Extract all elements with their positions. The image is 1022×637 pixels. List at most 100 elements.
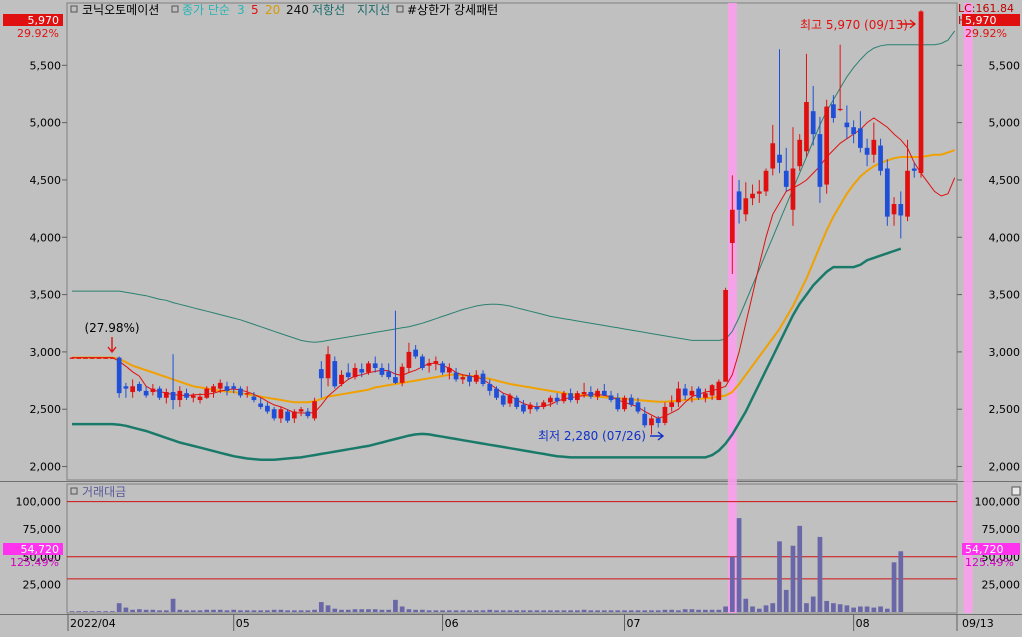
candle-body <box>548 397 553 403</box>
candle <box>810 85 816 146</box>
candle-body <box>332 361 338 387</box>
candle-body <box>487 384 493 391</box>
volume-reference-lines <box>67 501 957 580</box>
candle <box>379 363 385 378</box>
volume-bar <box>305 610 311 612</box>
volume-bar <box>366 609 371 612</box>
candle-body <box>635 402 641 412</box>
pattern-box-icon[interactable] <box>396 5 404 13</box>
volume-bar <box>345 609 351 612</box>
candle-body <box>844 122 850 128</box>
limit-up-highlight-0 <box>727 3 737 613</box>
candle-body <box>204 388 210 398</box>
candle <box>372 356 378 373</box>
first-limit-annotation: (27.98%) <box>84 321 139 335</box>
volume-bar <box>406 609 412 612</box>
candle-body <box>905 170 910 217</box>
candle-body <box>359 369 365 373</box>
volume-bar <box>743 598 749 612</box>
volume-bar <box>190 610 196 612</box>
candle-body <box>339 374 344 384</box>
candle <box>170 354 176 410</box>
y-tick-label-right: 4,500 <box>989 174 1021 187</box>
price-plot-area[interactable] <box>66 2 958 481</box>
candle <box>150 384 156 396</box>
candle <box>386 363 392 380</box>
candle-body <box>460 377 466 380</box>
candle-body <box>211 386 216 393</box>
candle-body <box>743 198 749 215</box>
y-tick-label-right: 5,500 <box>989 59 1021 72</box>
candle <box>325 346 331 387</box>
volume-box-icon[interactable] <box>70 487 78 495</box>
volume-tick-label-left: 100,000 <box>16 496 62 509</box>
candle-body <box>453 372 459 380</box>
candle-body <box>817 134 823 187</box>
candle <box>184 388 189 401</box>
candle <box>790 127 796 226</box>
candle <box>649 416 654 435</box>
candle-body <box>561 393 567 402</box>
candle <box>231 382 237 394</box>
volume-plot-area[interactable] <box>66 483 958 614</box>
candle <box>797 134 803 171</box>
candle-body <box>588 392 594 397</box>
y-tick-label-left: 3,500 <box>30 289 62 302</box>
candle <box>224 381 230 396</box>
y-tick-label-left: 5,000 <box>30 117 62 130</box>
candle <box>116 356 122 398</box>
left-price-badge <box>3 14 63 26</box>
volume-bar <box>500 610 506 612</box>
candle-body <box>271 409 277 419</box>
candle <box>514 395 520 410</box>
candle-body <box>103 357 109 359</box>
volume-bar <box>110 611 115 612</box>
volume-bar <box>130 609 136 612</box>
candle <box>211 384 216 398</box>
volume-bar <box>824 600 830 612</box>
volume-bar <box>541 610 547 612</box>
volume-bar <box>204 609 210 612</box>
first-limit-arrow-icon <box>107 337 117 354</box>
candle-body <box>190 395 196 398</box>
candle <box>500 393 506 407</box>
ma-box-icon[interactable] <box>171 5 179 13</box>
candle-body <box>420 356 425 368</box>
candle-body <box>433 361 439 364</box>
candle-body <box>911 168 917 171</box>
volume-bar <box>170 598 176 612</box>
volume-bar <box>649 610 654 612</box>
candle <box>345 363 351 380</box>
candle-body <box>810 111 816 135</box>
candle-body <box>527 404 533 410</box>
candle <box>851 120 856 144</box>
candle-body <box>595 390 600 397</box>
volume-bar <box>554 610 560 612</box>
volume-bar <box>433 610 439 612</box>
volume-bar <box>548 610 553 612</box>
candle <box>884 159 890 226</box>
candle <box>494 386 499 401</box>
candle <box>716 379 722 401</box>
volume-bar <box>150 609 156 612</box>
candle <box>864 138 870 167</box>
low-arrow-icon <box>650 431 665 441</box>
candle-body <box>918 11 924 174</box>
candle <box>130 379 136 398</box>
x-tick-label: 2022/04 <box>70 617 116 630</box>
candle <box>911 162 917 178</box>
candle-body <box>224 386 230 391</box>
volume-bar <box>810 596 816 612</box>
candle <box>143 386 149 398</box>
right-volume-badge-pct: 125.49% <box>965 556 1014 569</box>
panel-close-icon[interactable] <box>1011 486 1021 496</box>
candle <box>709 384 715 401</box>
volume-bar <box>581 609 587 612</box>
volume-bar <box>244 610 250 612</box>
legend-box-icon[interactable] <box>70 5 78 13</box>
candle-body <box>662 406 668 423</box>
volume-bar <box>756 608 762 612</box>
candle <box>703 388 708 403</box>
